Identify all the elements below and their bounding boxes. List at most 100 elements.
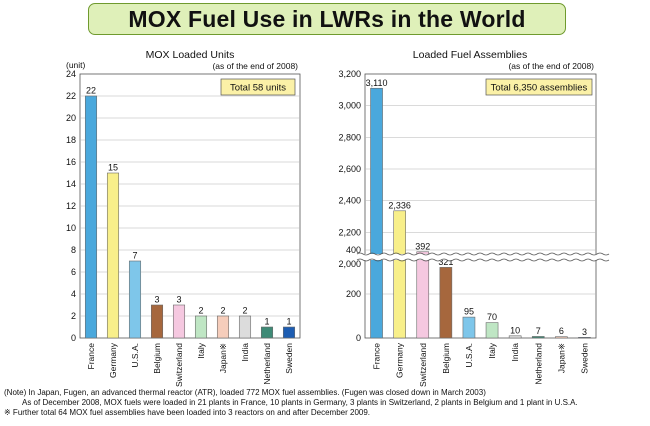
chart2-value-label: 321 xyxy=(438,257,453,267)
chart2-bar xyxy=(393,210,406,339)
chart1-title: MOX Loaded Units xyxy=(146,49,235,61)
chart2-y-tick-label: 400 xyxy=(346,245,361,255)
chart1-y-tick-label: 24 xyxy=(66,69,76,79)
chart2-y-tick-label: 3,000 xyxy=(338,101,361,111)
chart1-value-label: 15 xyxy=(108,163,118,173)
chart1-y-tick-label: 0 xyxy=(71,333,76,343)
chart2-bar xyxy=(370,87,383,339)
chart2-category-label: Italy xyxy=(487,342,497,358)
chart2-title: Loaded Fuel Assemblies xyxy=(413,49,527,61)
note-line-3: ※ Further total 64 MOX fuel assemblies h… xyxy=(4,408,371,417)
chart2-value-label: 95 xyxy=(464,307,474,317)
chart2-y-tick-label: 3,200 xyxy=(338,69,361,79)
chart1-value-label: 1 xyxy=(286,317,291,327)
chart2-category-label: France xyxy=(372,343,382,370)
chart2-value-label: 3,110 xyxy=(366,78,388,88)
chart2-category-label: Japan※ xyxy=(556,343,566,373)
chart1-y-tick-label: 10 xyxy=(66,223,76,233)
chart2-category-label: Germany xyxy=(395,342,405,378)
chart1-value-label: 3 xyxy=(154,295,159,305)
chart1-bar xyxy=(216,315,230,339)
chart2-axis-break-line xyxy=(356,258,610,262)
chart1-bar xyxy=(128,260,142,339)
chart1-bar xyxy=(238,315,252,339)
chart-loaded-fuel-assemblies: Loaded Fuel Assemblies(as of the end of … xyxy=(338,49,610,387)
chart1-bar xyxy=(172,304,186,339)
chart2-bar xyxy=(462,316,476,339)
chart1-category-label: Italy xyxy=(196,342,206,358)
chart1-category-label: Japan※ xyxy=(218,343,228,373)
chart2-bar xyxy=(416,251,430,339)
chart1-bar xyxy=(194,315,208,339)
chart2-total-label: Total 6,350 assemblies xyxy=(491,83,588,94)
chart1-y-tick-label: 22 xyxy=(66,91,76,101)
chart2-value-label: 10 xyxy=(510,325,520,335)
chart1-value-label: 7 xyxy=(132,251,137,261)
chart2-y-tick-label: 0 xyxy=(356,333,361,343)
chart1-bar xyxy=(150,304,164,339)
chart2-category-label: Netherland xyxy=(533,343,543,385)
chart1-category-label: India xyxy=(240,343,250,362)
chart1-y-tick-label: 2 xyxy=(71,311,76,321)
chart2-y-tick-label: 2,000 xyxy=(338,259,361,269)
chart1-total-label: Total 58 units xyxy=(230,83,286,94)
chart1-value-label: 22 xyxy=(86,86,96,96)
chart2-y-tick-label: 2,400 xyxy=(338,196,361,206)
chart2-value-label: 7 xyxy=(536,326,541,336)
chart2-bar xyxy=(439,267,453,339)
chart2-y-tick-label: 2,600 xyxy=(338,164,361,174)
chart1-y-tick-label: 6 xyxy=(71,267,76,277)
chart2-category-label: Belgium xyxy=(441,343,451,374)
chart1-y-tick-label: 4 xyxy=(71,289,76,299)
chart1-category-label: U.S.A. xyxy=(130,343,140,368)
chart1-category-label: Belgium xyxy=(152,343,162,374)
chart1-subtitle: (as of the end of 2008) xyxy=(212,61,298,71)
chart1-bar xyxy=(282,326,296,339)
chart2-axis-break-gap xyxy=(357,254,604,260)
chart1-category-label: Sweden xyxy=(284,343,294,374)
footnotes: (Note) In Japan, Fugen, an advanced ther… xyxy=(4,388,648,418)
chart1-value-label: 2 xyxy=(220,306,225,316)
chart1-unit-label: (unit) xyxy=(66,60,86,70)
chart1-value-label: 1 xyxy=(264,317,269,327)
chart1-y-tick-label: 8 xyxy=(71,245,76,255)
chart1-value-label: 2 xyxy=(242,306,247,316)
chart2-bar xyxy=(508,335,522,339)
title-banner: MOX Fuel Use in LWRs in the World xyxy=(88,3,566,35)
chart1-bar xyxy=(260,326,274,339)
chart2-category-label: Switzerland xyxy=(418,343,428,387)
chart2-value-label: 392 xyxy=(415,241,430,251)
chart2-y-tick-label: 2,800 xyxy=(338,132,361,142)
chart2-bar xyxy=(578,337,591,339)
chart2-y-tick-label: 2,200 xyxy=(338,227,361,237)
chart1-category-label: Germany xyxy=(108,342,118,378)
chart2-bar xyxy=(485,322,499,339)
chart2-total-box xyxy=(485,78,593,96)
chart1-y-tick-label: 12 xyxy=(66,201,76,211)
chart1-y-tick-label: 18 xyxy=(66,135,76,145)
chart1-category-label: France xyxy=(86,343,96,370)
chart1-y-tick-label: 16 xyxy=(66,157,76,167)
chart2-subtitle: (as of the end of 2008) xyxy=(508,61,594,71)
chart2-value-label: 6 xyxy=(559,326,564,336)
chart1-bar xyxy=(106,172,120,339)
chart2-value-label: 2,336 xyxy=(388,200,411,210)
chart2-category-label: India xyxy=(510,343,520,362)
chart1-y-tick-label: 20 xyxy=(66,113,76,123)
chart2-y-tick-label: 200 xyxy=(346,289,361,299)
note-line-1: (Note) In Japan, Fugen, an advanced ther… xyxy=(4,388,486,397)
chart1-category-label: Netherland xyxy=(262,343,272,385)
chart1-value-label: 3 xyxy=(176,295,181,305)
chart2-category-label: U.S.A. xyxy=(464,343,474,368)
chart1-bar xyxy=(84,95,98,339)
chart1-y-tick-label: 14 xyxy=(66,179,76,189)
chart1-value-label: 2 xyxy=(198,306,203,316)
chart1-total-box xyxy=(220,78,296,96)
note-line-2: As of December 2008, MOX fuels were load… xyxy=(22,398,578,407)
chart2-axis-break-line xyxy=(356,252,610,256)
chart-mox-loaded-units: MOX Loaded Units(as of the end of 2008) (… xyxy=(66,49,301,387)
chart2-value-label: 70 xyxy=(487,312,497,322)
chart2-bar xyxy=(555,336,568,339)
page-title: MOX Fuel Use in LWRs in the World xyxy=(128,5,526,32)
